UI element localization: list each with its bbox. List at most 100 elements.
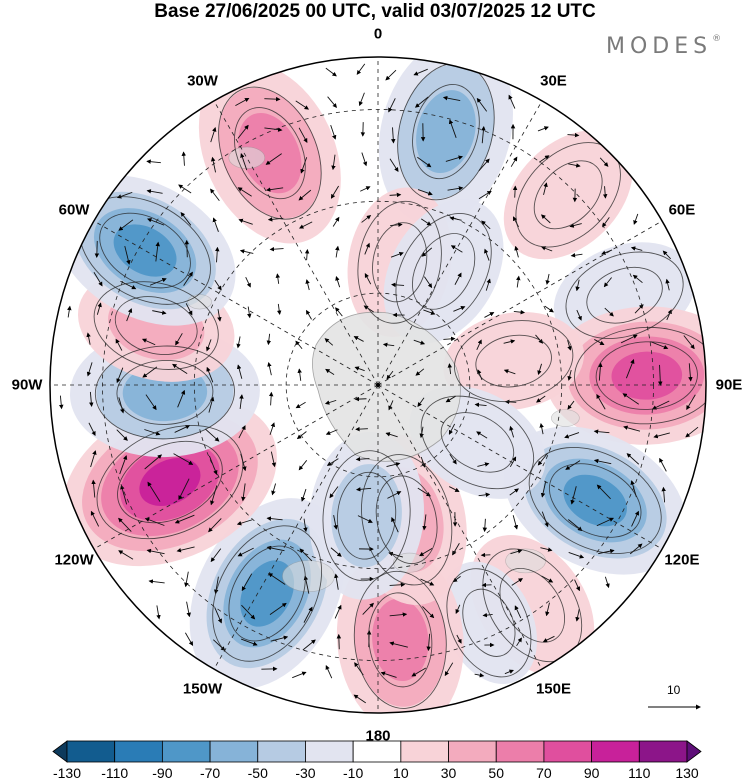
- wind-arrow: [210, 127, 217, 143]
- longitude-label: 120W: [54, 551, 94, 569]
- wind-arrow: [666, 309, 672, 321]
- streamline: [499, 567, 566, 643]
- wind-arrow: [686, 394, 696, 411]
- wind-arrow: [186, 601, 191, 618]
- wind-arrow: [510, 549, 523, 555]
- streamline: [234, 107, 306, 200]
- wind-arrow: [516, 275, 521, 288]
- wind-arrow: [329, 486, 339, 499]
- longitude-label: 90E: [715, 376, 743, 394]
- streamline: [475, 334, 552, 388]
- wind-arrow: [456, 634, 462, 644]
- wind-arrow: [603, 277, 612, 288]
- landmass: [282, 560, 335, 592]
- wind-arrow: [210, 188, 220, 202]
- wind-arrow: [270, 635, 289, 642]
- landmass: [551, 409, 580, 427]
- wind-arrow: [625, 359, 635, 379]
- colorbar: [52, 740, 702, 763]
- wind-arrow: [569, 223, 582, 228]
- wind-arrow: [235, 97, 250, 106]
- streamline: [462, 588, 516, 657]
- colorbar-tick-label: 70: [536, 765, 552, 781]
- wind-arrow: [565, 460, 581, 470]
- wind-arrow: [361, 215, 372, 223]
- wind-arrow: [118, 397, 125, 414]
- wind-arrow: [364, 273, 372, 285]
- anomaly-contour: [443, 312, 585, 411]
- wind-arrow: [354, 366, 365, 372]
- wind-arrow: [303, 606, 313, 623]
- wind-arrow: [447, 186, 464, 191]
- wind-arrow: [176, 546, 195, 553]
- wind-arrow: [658, 364, 663, 386]
- wind-arrow: [665, 278, 670, 291]
- streamline: [99, 212, 191, 289]
- wind-arrow: [90, 510, 100, 527]
- wind-arrow: [120, 280, 137, 290]
- wind-arrow: [210, 156, 217, 173]
- meridian: [93, 220, 379, 386]
- wind-arrow: [539, 422, 544, 435]
- longitude-label: 180: [365, 727, 391, 745]
- wind-arrow: [181, 151, 187, 166]
- wind-arrow: [334, 573, 339, 590]
- latitude-circle: [193, 200, 563, 570]
- wind-arrow: [544, 305, 554, 313]
- wind-arrow: [118, 517, 132, 532]
- wind-arrow: [474, 402, 487, 408]
- wind-arrow: [240, 638, 258, 646]
- wind-arrow: [450, 245, 463, 253]
- wind-arrow: [208, 518, 222, 533]
- wind-arrow: [414, 96, 429, 108]
- wind-arrow: [296, 431, 307, 440]
- wind-arrow: [298, 460, 308, 471]
- wind-arrow: [146, 189, 163, 194]
- longitude-label: 60W: [58, 201, 90, 219]
- wind-arrow: [86, 332, 91, 345]
- wind-arrow: [152, 310, 167, 315]
- wind-arrow: [298, 127, 308, 143]
- wind-arrow: [417, 189, 433, 196]
- wind-arrow: [688, 363, 693, 382]
- wind-arrow: [503, 369, 516, 375]
- wind-arrow: [269, 422, 275, 436]
- wind-arrow: [239, 249, 254, 254]
- streamline: [595, 341, 698, 410]
- wind-arrow: [335, 307, 343, 317]
- wind-arrow: [386, 462, 401, 468]
- anomaly-contour: [238, 112, 302, 194]
- streamline: [212, 525, 323, 662]
- anomaly-contour: [331, 464, 402, 568]
- colorbar-tick-label: -10: [343, 765, 364, 781]
- colorbar-swatch: [448, 740, 497, 763]
- wind-arrow: [514, 245, 519, 258]
- wind-arrow: [442, 95, 461, 101]
- wind-arrow: [388, 98, 396, 113]
- wind-arrow: [514, 605, 522, 619]
- anomaly-contour: [139, 458, 201, 507]
- wind-arrow: [452, 543, 460, 556]
- wind-arrow: [391, 127, 396, 144]
- wind-arrow: [90, 450, 97, 468]
- wind-arrow: [361, 152, 368, 167]
- wind-arrow: [564, 432, 580, 439]
- wind-arrow: [325, 368, 335, 375]
- wind-arrow: [237, 124, 249, 139]
- wind-arrow: [241, 573, 253, 592]
- wind-arrow: [445, 155, 464, 162]
- wind-arrow: [353, 694, 366, 704]
- wind-arrow: [245, 276, 251, 288]
- anomaly-contour: [611, 351, 683, 400]
- wind-arrow: [452, 576, 461, 583]
- wind-arrow: [423, 309, 436, 315]
- wind-arrow: [148, 579, 165, 584]
- colorbar-tick-label: 110: [628, 765, 651, 781]
- wind-arrow: [210, 485, 218, 506]
- colorbar-tick-label: 130: [675, 765, 699, 781]
- wind-vectors: [59, 62, 706, 709]
- wind-arrow: [662, 250, 671, 260]
- wind-arrow: [476, 97, 488, 112]
- wind-arrow: [298, 189, 312, 201]
- colorbar-tick-label: 90: [583, 765, 600, 781]
